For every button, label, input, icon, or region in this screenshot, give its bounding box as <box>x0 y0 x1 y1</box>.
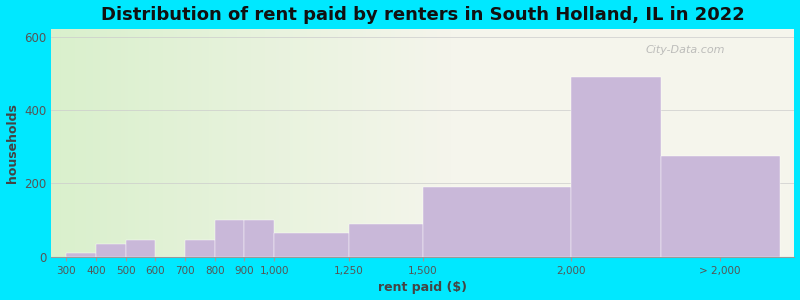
Bar <box>126 240 155 257</box>
Bar <box>423 187 571 257</box>
Bar <box>214 220 245 257</box>
Bar <box>96 244 126 257</box>
Bar <box>661 156 779 257</box>
Bar <box>571 77 661 257</box>
Bar <box>245 220 274 257</box>
Bar <box>274 233 349 257</box>
Bar <box>185 240 214 257</box>
Bar <box>349 224 423 257</box>
Text: City-Data.com: City-Data.com <box>646 45 726 55</box>
Bar <box>66 253 96 257</box>
Y-axis label: households: households <box>6 103 18 183</box>
X-axis label: rent paid ($): rent paid ($) <box>378 281 467 294</box>
Title: Distribution of rent paid by renters in South Holland, IL in 2022: Distribution of rent paid by renters in … <box>101 6 745 24</box>
